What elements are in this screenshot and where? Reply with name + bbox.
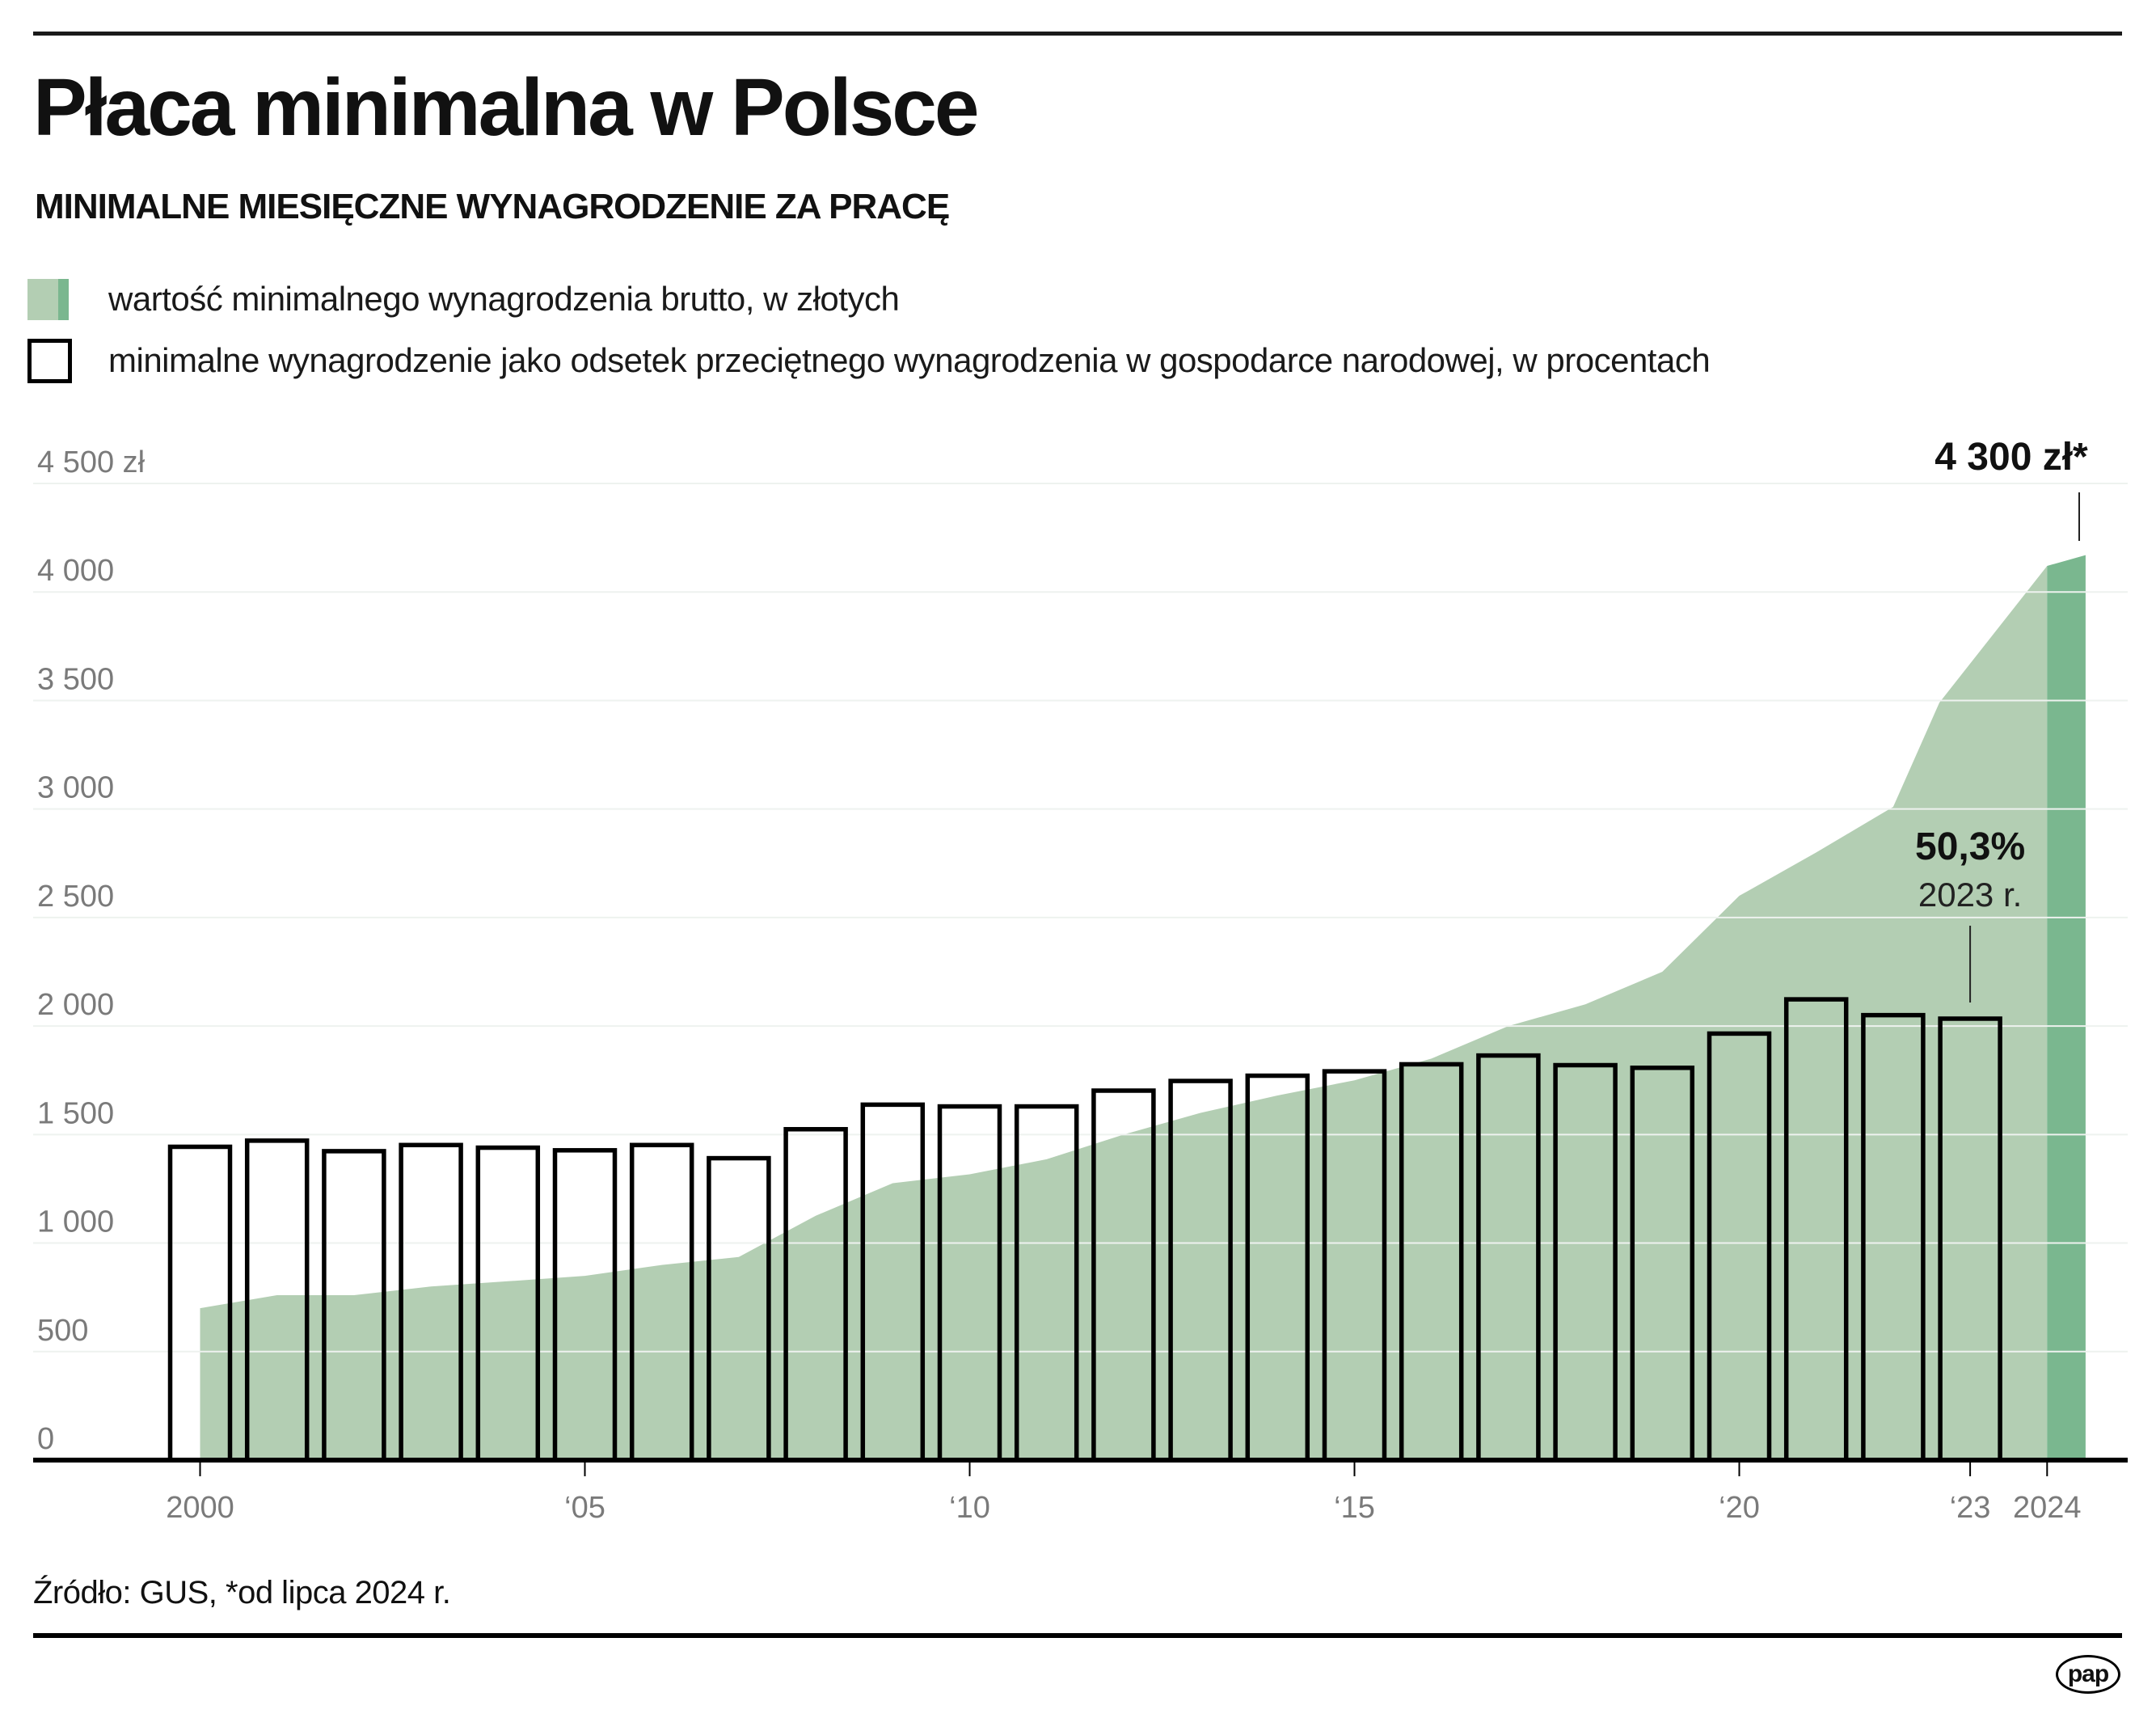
x-tick-label: ‘15	[1334, 1491, 1375, 1525]
annotation-2023-value: 50,3%	[1915, 825, 2025, 868]
y-tick-label: 0	[37, 1422, 54, 1456]
legend-item-bars: minimalne wynagrodzenie jako odsetek prz…	[27, 336, 1711, 385]
x-tick-label: 2000	[166, 1491, 234, 1525]
source-note: Źródło: GUS, *od lipca 2024 r.	[33, 1575, 451, 1610]
legend-label-bars: minimalne wynagrodzenie jako odsetek prz…	[108, 341, 1711, 379]
y-tick-label: 500	[37, 1314, 88, 1348]
y-tick-label: 4 000	[37, 554, 114, 588]
page-title: Płaca minimalna w Polsce	[33, 62, 979, 153]
x-tick-label: ‘20	[1719, 1491, 1760, 1525]
y-tick-label: 2 500	[37, 880, 114, 914]
legend-item-area: wartość minimalnego wynagrodzenia brutto…	[27, 275, 900, 323]
chart-subtitle: MINIMALNE MIESIĘCZNE WYNAGRODZENIE ZA PR…	[35, 187, 950, 226]
x-axis: 2000 ‘05 ‘10 ‘15 ‘20 ‘23 2024	[33, 1458, 2128, 1525]
x-tick-label: ‘10	[949, 1491, 990, 1525]
logo-text: pap	[2067, 1661, 2109, 1687]
x-tick-label: ‘05	[564, 1491, 605, 1525]
x-tick-label: 2024	[2013, 1491, 2082, 1525]
annotation-2023-year: 2023 r.	[1918, 876, 2022, 914]
annotation-2024-value: 4 300 zł*	[1934, 436, 2088, 479]
y-tick-label: 1 000	[37, 1205, 114, 1239]
y-tick-label: 4 500 zł	[37, 445, 146, 479]
wage-area	[200, 566, 2048, 1460]
y-tick-label: 2 000	[37, 988, 114, 1022]
legend-label-area: wartość minimalnego wynagrodzenia brutto…	[108, 280, 900, 318]
bottom-rule	[33, 1633, 2122, 1638]
y-tick-label: 1 500	[37, 1096, 114, 1130]
annotations: 4 300 zł* 50,3% 2023 r.	[1915, 436, 2088, 1003]
area-swatch-icon	[27, 278, 69, 320]
x-tick-label: ‘23	[1950, 1491, 1991, 1525]
y-axis-labels: 0 500 1 000 1 500 2 000 2 500 3 000 3 500 4 000 4…	[37, 445, 146, 1456]
wage-area-2024-highlight	[2047, 555, 2086, 1460]
top-rule	[33, 32, 2122, 36]
bar-outline-swatch-icon	[27, 338, 72, 383]
y-tick-label: 3 000	[37, 771, 114, 805]
pap-logo-icon: pap	[2056, 1655, 2120, 1694]
y-tick-label: 3 500	[37, 662, 114, 696]
area-layer	[200, 555, 2086, 1460]
